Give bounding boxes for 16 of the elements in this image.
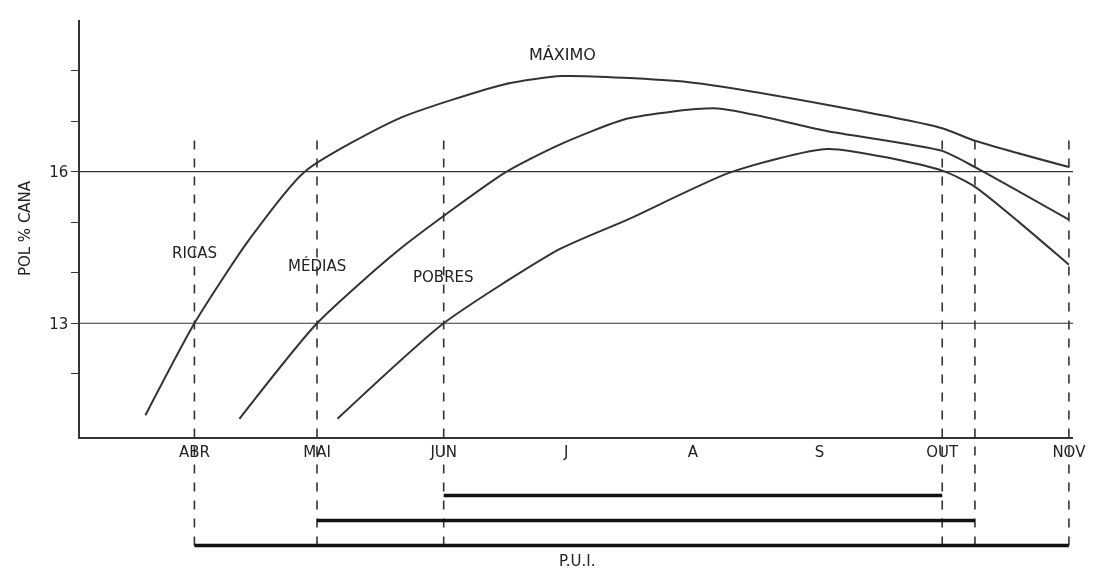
annotation: MÁXIMO bbox=[529, 45, 596, 64]
y-tick-label: 16 bbox=[49, 162, 69, 181]
series-label: MÉDIAS bbox=[288, 256, 347, 275]
x-tick-label: NOV bbox=[1052, 442, 1087, 461]
x-tick-label: S bbox=[814, 442, 825, 461]
y-tick-label: 13 bbox=[49, 314, 69, 333]
y-axis-title: POL % CANA bbox=[15, 180, 34, 277]
x-tick-label: A bbox=[687, 442, 699, 461]
x-tick-label: JUN bbox=[429, 442, 457, 461]
x-tick-label: J bbox=[563, 442, 569, 461]
series-label: RICAS bbox=[172, 244, 218, 262]
x-tick-label: OUT bbox=[926, 442, 960, 461]
series-label: POBRES bbox=[413, 268, 474, 286]
x-tick-label: MAI bbox=[303, 442, 331, 461]
x-tick-label: ABR bbox=[178, 442, 210, 461]
text: P.U.I. bbox=[559, 552, 596, 570]
